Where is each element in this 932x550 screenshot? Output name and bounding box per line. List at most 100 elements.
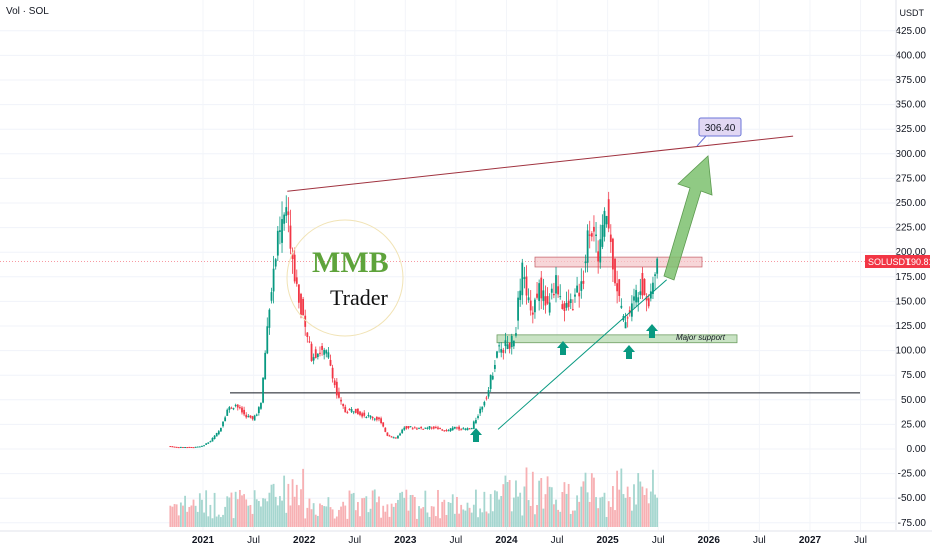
volume-bar — [418, 506, 420, 527]
upper-trendline[interactable] — [287, 135, 794, 192]
volume-bar — [546, 476, 549, 527]
volume-bar — [437, 489, 439, 527]
volume-bar — [609, 506, 612, 527]
volume-bar — [266, 501, 269, 527]
rising-trendline[interactable] — [497, 279, 667, 430]
candle-body — [477, 416, 479, 418]
volume-bar — [300, 489, 302, 527]
volume-bar — [274, 496, 277, 527]
volume-bar — [388, 516, 391, 527]
volume-bar — [338, 509, 340, 527]
candle-body — [388, 435, 391, 437]
candle-body — [624, 322, 627, 329]
candle-body — [649, 291, 652, 299]
time-tick: Jul — [854, 535, 867, 546]
candle-body — [397, 435, 399, 439]
candle-body — [352, 411, 355, 413]
time-tick: 2023 — [394, 535, 417, 546]
volume-bar — [409, 495, 412, 527]
volume-bar — [279, 496, 281, 527]
volume-bar — [182, 505, 184, 527]
candle-body — [268, 309, 271, 328]
candle-body — [468, 428, 471, 430]
candle-body — [508, 342, 511, 349]
indicator-label: Vol · SOL — [6, 6, 49, 17]
candle-body — [449, 428, 452, 431]
target-arrow[interactable] — [663, 155, 713, 281]
candle-body — [493, 364, 496, 369]
volume-bar — [456, 496, 458, 527]
trendlines[interactable] — [287, 135, 794, 430]
price-tick: 25.00 — [901, 419, 926, 430]
volume-bar — [527, 500, 530, 527]
candle-body — [182, 446, 184, 448]
volume-bar — [359, 516, 361, 527]
candle-body — [323, 349, 326, 355]
price-tick: 350.00 — [895, 100, 926, 111]
volume-bar — [616, 470, 619, 527]
candle-body — [641, 273, 644, 296]
volume-bar — [582, 481, 585, 527]
candle-body — [361, 413, 364, 417]
candle-body — [443, 430, 446, 432]
volume-bar — [344, 505, 347, 527]
candle-body — [654, 274, 656, 276]
volume-bar — [257, 501, 260, 527]
logo-subtitle: Trader — [330, 285, 389, 310]
volume-bar — [319, 503, 321, 527]
target-callout[interactable]: 306.40 — [696, 117, 742, 147]
volume-bar — [220, 517, 222, 527]
candle-body — [232, 408, 235, 410]
candle-body — [325, 350, 328, 354]
major-support-zone[interactable] — [496, 334, 738, 344]
time-tick: 2024 — [495, 535, 518, 546]
volume-bar — [375, 502, 378, 527]
candle-body — [609, 234, 612, 242]
volume-bar — [354, 510, 357, 527]
candle-body — [612, 238, 614, 270]
price-tick: 150.00 — [895, 296, 926, 307]
price-tick: 375.00 — [895, 75, 926, 86]
volume-bar — [179, 502, 182, 527]
price-tick: 425.00 — [895, 26, 926, 37]
candle-body — [515, 333, 517, 336]
volume-bar — [253, 490, 256, 527]
candle-body — [171, 446, 174, 448]
currency-label[interactable]: USDT — [899, 8, 925, 18]
candle-body — [378, 417, 380, 420]
candle-body — [238, 407, 241, 409]
candle-body — [453, 427, 456, 429]
volume-bar — [519, 492, 522, 527]
volume-bar — [620, 468, 623, 527]
volume-bar — [548, 486, 551, 527]
resistance-zone[interactable] — [534, 256, 703, 268]
candle-body — [327, 352, 330, 358]
volume-bar — [194, 505, 197, 527]
candle-body — [491, 375, 494, 380]
volume-bar — [574, 510, 576, 527]
volume-bar — [635, 504, 637, 527]
candle-body — [409, 426, 412, 428]
time-axis[interactable]: 2021 Jul 2022 Jul 2023 Jul 2024 Jul 2025 Jul 2026 J… — [0, 530, 932, 546]
volume-bar — [641, 486, 644, 527]
volume-bar — [238, 489, 241, 527]
volume-bar — [283, 475, 286, 527]
candle-body — [340, 399, 342, 402]
candle-body — [489, 374, 492, 389]
projection-arrow[interactable] — [663, 155, 713, 281]
price-badge[interactable]: SOLUSDT 190.81 — [865, 255, 932, 268]
volume-bar — [420, 508, 423, 527]
volume-bar — [213, 492, 216, 527]
volume-bar — [563, 482, 566, 527]
time-tick: Jul — [551, 535, 564, 546]
candle-body — [456, 427, 458, 429]
volume-bar — [373, 489, 376, 527]
volume-bar — [443, 499, 446, 527]
volume-bar — [654, 494, 656, 527]
volume-bar — [380, 517, 382, 527]
volume-bar — [173, 504, 176, 527]
volume-bar — [329, 507, 332, 527]
candle-body — [192, 447, 195, 449]
volume-bar — [397, 499, 399, 527]
